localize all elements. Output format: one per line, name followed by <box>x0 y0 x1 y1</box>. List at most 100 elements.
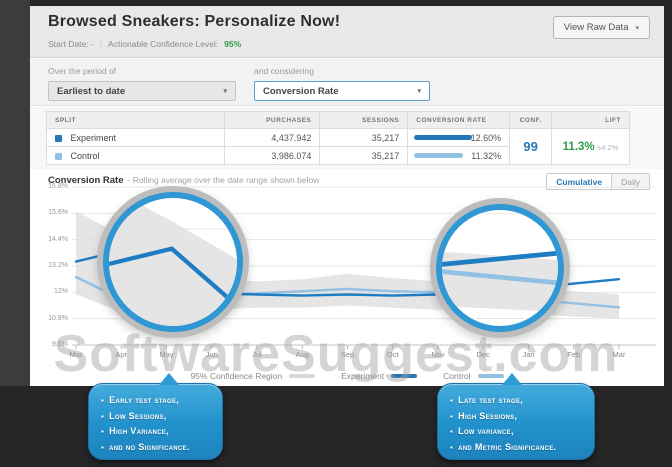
callout-item: and no Significance. <box>101 440 216 456</box>
control-sessions: 35,217 <box>319 146 409 165</box>
report-header: Browsed Sneakers: Personalize Now! Start… <box>30 6 664 58</box>
x-tick-label: Nov <box>431 350 445 359</box>
x-tick-label: Oct <box>386 350 399 359</box>
control-swatch <box>55 152 62 160</box>
window-frame <box>0 0 30 386</box>
table-row-experiment: Experiment 4,437.942 35,217 12.60% 99 11… <box>46 128 630 165</box>
x-tick-label: Dec <box>476 350 490 359</box>
callout-item: Late test stage, <box>450 393 588 409</box>
legend-confidence-region: 95% Confidence Region <box>190 371 316 381</box>
x-tick-label: Sep <box>340 350 355 359</box>
chart-metric-name: Conversion Rate <box>48 175 124 186</box>
legend-experiment: Experiment <box>341 371 418 381</box>
y-tick-label: 13.2% <box>48 261 68 269</box>
y-tick-label: 9.6% <box>52 340 68 348</box>
report-meta: Start Date: - | Actionable Confidence Le… <box>48 39 241 49</box>
page-title: Browsed Sneakers: Personalize Now! <box>48 13 341 30</box>
chart-subtitle: - Rolling average over the date range sh… <box>127 175 320 185</box>
experiment-line-swatch <box>391 374 418 378</box>
callout-item: Low Sessions, <box>101 409 216 425</box>
experiment-swatch <box>55 134 62 142</box>
col-sessions: Sessions <box>319 111 409 129</box>
y-tick-label: 10.8% <box>48 314 68 322</box>
lift-cell: 11.3% ±4.2% <box>551 128 630 165</box>
y-tick-label: 15.6% <box>48 209 68 217</box>
callout-item: Early test stage, <box>101 393 216 409</box>
x-tick-label: Jan <box>522 350 535 359</box>
lift-value: 11.3% <box>562 140 595 153</box>
confidence-level-value: 95% <box>224 39 242 49</box>
chevron-down-icon: ▾ <box>223 88 227 95</box>
confidence-score: 99 <box>509 128 553 165</box>
x-tick-label: Jun <box>205 350 218 359</box>
start-date-label: Start Date: - <box>48 39 94 49</box>
table-row-control: Control 3,986.074 35,217 11.32% <box>46 146 630 165</box>
chart-view-toggle: Cumulative Daily <box>546 173 650 190</box>
x-tick-label: Mar <box>612 350 626 359</box>
filter-bar: Over the period of Earliest to date ▾ an… <box>30 59 664 106</box>
period-label: Over the period of <box>48 66 117 76</box>
magnifier-early-stage <box>103 192 243 332</box>
metric-select[interactable]: Conversion Rate ▾ <box>254 81 430 101</box>
control-conversion-rate: 11.32% <box>471 150 502 161</box>
chevron-down-icon: ▾ <box>635 24 639 32</box>
x-tick-label: Jul <box>252 350 262 359</box>
control-conversion-bar <box>414 153 463 158</box>
col-purchases: Purchases <box>223 111 321 129</box>
results-table: Split Purchases Sessions Conversion Rate… <box>46 111 630 165</box>
callout-early-stage: Early test stage, Low Sessions, High Var… <box>88 373 223 460</box>
metric-label: and considering <box>254 66 315 76</box>
toggle-daily[interactable]: Daily <box>612 173 650 190</box>
x-tick-label: Apr <box>115 350 128 359</box>
col-confidence: Conf. <box>509 111 553 129</box>
confidence-level-label: Actionable Confidence Level: <box>108 39 219 49</box>
toggle-cumulative[interactable]: Cumulative <box>546 173 613 190</box>
legend-control: Control <box>443 371 504 381</box>
chart-legend: 95% Confidence Region Experiment Control <box>30 371 664 381</box>
col-lift: Lift <box>551 111 630 129</box>
period-select-value: Earliest to date <box>57 85 126 97</box>
callout-late-stage: Late test stage, High Sessions, Low vari… <box>437 373 595 460</box>
results-table-zone: Split Purchases Sessions Conversion Rate… <box>30 107 664 169</box>
experiment-sessions: 35,217 <box>319 128 409 147</box>
y-tick-label: 16.8% <box>48 183 68 190</box>
callout-late-list: Late test stage, High Sessions, Low vari… <box>450 393 588 455</box>
y-tick-label: 14.4% <box>48 235 68 243</box>
magnifier-late-stage <box>436 204 564 332</box>
control-label: Control <box>70 150 100 161</box>
col-split: Split <box>46 111 225 129</box>
callout-early-list: Early test stage, Low Sessions, High Var… <box>101 393 216 455</box>
legend-experiment-label: Experiment <box>341 371 385 381</box>
control-line-swatch <box>477 374 504 378</box>
control-purchases: 3,986.074 <box>223 146 321 165</box>
magnifier-early-chart <box>109 198 237 326</box>
meta-separator: | <box>99 39 103 49</box>
experiment-purchases: 4,437.942 <box>223 128 321 147</box>
chart-title: Conversion Rate - Rolling average over th… <box>48 175 319 186</box>
view-raw-data-label: View Raw Data <box>563 22 629 33</box>
y-tick-label: 12% <box>53 288 68 296</box>
x-tick-label: Aug <box>295 350 309 359</box>
callout-item: and Metric Significance. <box>450 440 588 456</box>
legend-confidence-label: 95% Confidence Region <box>190 371 283 381</box>
legend-control-label: Control <box>443 371 471 381</box>
callout-item: High Variance, <box>101 424 216 440</box>
lift-margin: ±4.2% <box>597 142 619 152</box>
x-tick-label: Mar <box>69 350 83 359</box>
experiment-conversion-bar <box>414 135 473 140</box>
metric-select-value: Conversion Rate <box>263 85 339 97</box>
x-tick-label: May <box>159 350 174 359</box>
view-raw-data-button[interactable]: View Raw Data ▾ <box>552 16 650 39</box>
x-tick-label: Feb <box>567 350 581 359</box>
chart-section: Conversion Rate - Rolling average over th… <box>30 169 664 386</box>
confidence-region-swatch <box>289 374 316 378</box>
chevron-down-icon: ▾ <box>417 88 421 95</box>
experiment-conversion-rate: 12.60% <box>470 132 502 143</box>
callout-item: High Sessions, <box>450 409 588 425</box>
app-window: Browsed Sneakers: Personalize Now! Start… <box>30 6 664 386</box>
table-header-row: Split Purchases Sessions Conversion Rate… <box>46 111 630 129</box>
period-select[interactable]: Earliest to date ▾ <box>48 81 236 101</box>
callout-item: Low variance, <box>450 424 588 440</box>
magnifier-late-chart <box>442 212 558 320</box>
